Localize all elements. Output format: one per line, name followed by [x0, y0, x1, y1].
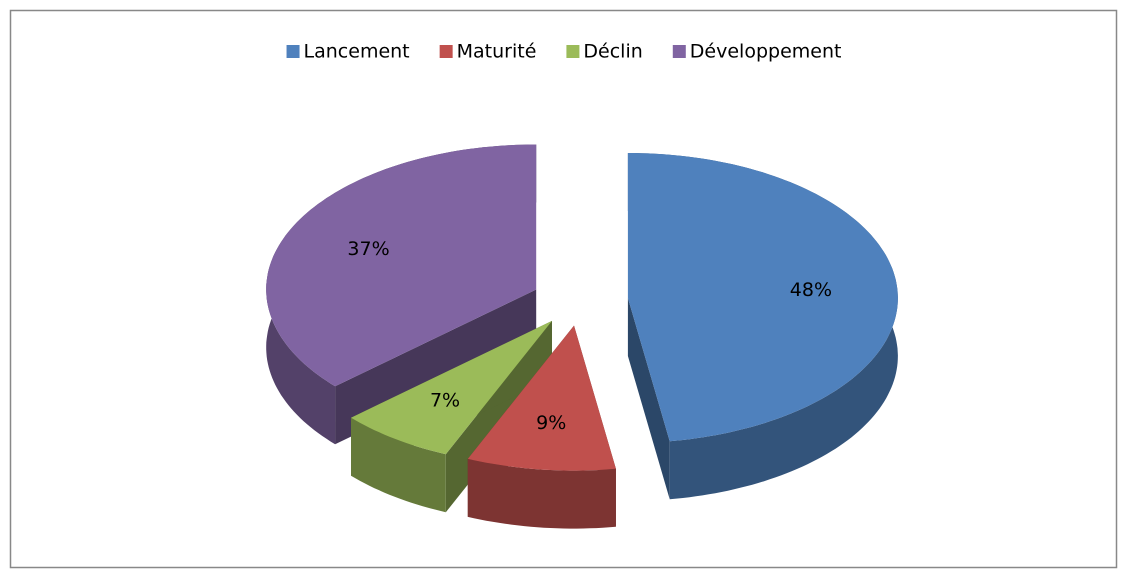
- slice: [467, 325, 616, 471]
- data-label: 37%: [347, 238, 389, 260]
- legend-swatch: [672, 45, 686, 58]
- legend-swatch: [566, 45, 580, 58]
- slice-side: [351, 417, 446, 513]
- slice: [351, 320, 552, 455]
- legend: Lancement Maturité Déclin Développement: [286, 41, 842, 63]
- data-label: 7%: [430, 390, 460, 412]
- slice-group: [467, 325, 616, 529]
- legend-label: Lancement: [304, 41, 410, 63]
- slice-side: [627, 298, 670, 500]
- slice: [266, 144, 537, 387]
- legend-label: Déclin: [583, 41, 642, 63]
- data-label: 9%: [536, 412, 566, 434]
- legend-label: Maturité: [457, 41, 537, 63]
- legend-swatch: [439, 45, 453, 58]
- slice: [627, 153, 898, 442]
- legend-swatch: [286, 45, 300, 58]
- legend-label: Développement: [690, 41, 842, 63]
- data-label: 48%: [790, 279, 832, 301]
- slice-side: [467, 458, 616, 529]
- slice-group: [627, 153, 898, 500]
